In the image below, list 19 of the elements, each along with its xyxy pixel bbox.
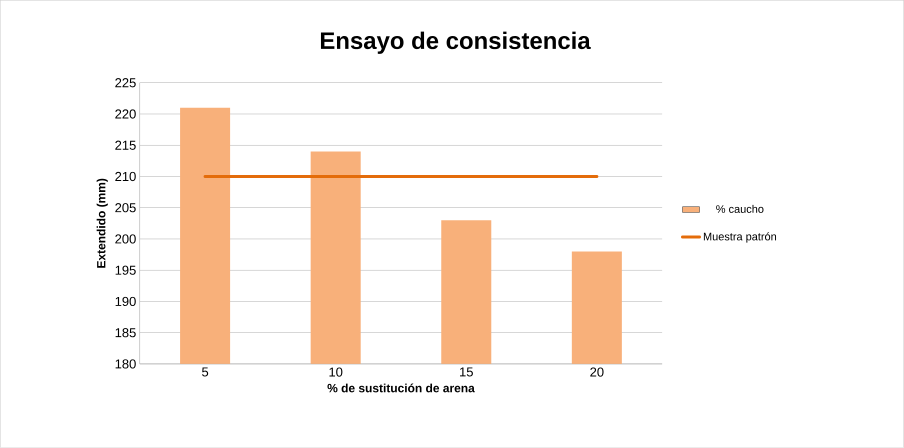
y-tick-label: 200 xyxy=(115,234,136,244)
x-axis-title: % de sustitución de arena xyxy=(327,384,475,393)
y-tick-label: 185 xyxy=(116,328,136,338)
legend-label: % caucho xyxy=(716,205,764,214)
x-tick-label: 20 xyxy=(590,368,604,377)
x-tick-label: 10 xyxy=(329,368,342,377)
y-tick-label: 205 xyxy=(115,203,136,212)
x-tick-label: 5 xyxy=(202,368,208,377)
y-tick-label: 190 xyxy=(116,297,136,306)
chart-title: Ensayo de consistencia xyxy=(320,32,591,54)
y-tick-label: 215 xyxy=(115,140,136,150)
y-tick-label: 195 xyxy=(116,266,136,275)
y-tick-label: 210 xyxy=(115,172,136,182)
y-axis-title: Extendido (mm) xyxy=(96,178,108,268)
legend-label: Muestra patrón xyxy=(704,232,776,243)
y-tick-label: 225 xyxy=(115,78,136,88)
y-tick-label: 220 xyxy=(115,110,136,119)
x-tick-label: 15 xyxy=(460,368,473,377)
y-tick-label: 180 xyxy=(116,359,136,369)
